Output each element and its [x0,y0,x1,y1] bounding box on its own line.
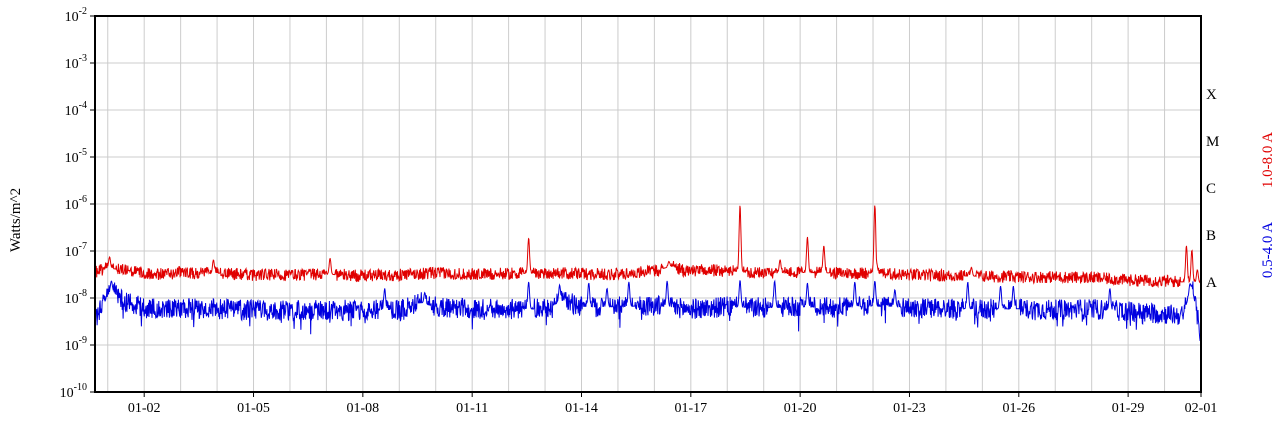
flare-class-label: X [1206,87,1217,103]
x-tick-label: 01-14 [565,401,598,416]
y-tick-label: 10-10 [60,382,87,401]
y-tick-label: 10-9 [65,335,87,354]
flare-class-labels: X M C B A [1206,87,1219,291]
x-tick-label: 01-23 [893,401,926,416]
x-axis-ticks: 01-02 01-05 01-08 01-11 01-14 01-17 01-20 01-23… [128,392,1217,416]
x-tick-label: 02-01 [1185,401,1218,416]
y-tick-label: 10-2 [65,6,87,25]
x-tick-label: 01-08 [347,401,380,416]
flare-class-label: C [1206,181,1216,197]
y-tick-label: 10-5 [65,147,87,166]
flare-class-label: B [1206,228,1216,244]
flare-class-label: M [1206,134,1219,150]
y-tick-label: 10-7 [65,241,87,260]
flare-class-label: A [1206,275,1217,291]
y-tick-label: 10-8 [65,288,87,307]
legend-series-1: 1.0-8.0 A [1260,132,1276,188]
x-tick-label: 01-11 [456,401,488,416]
series-line-1 [94,205,1202,289]
y-tick-label: 10-3 [65,53,87,72]
x-tick-label: 01-02 [128,401,161,416]
x-tick-label: 01-17 [674,401,707,416]
y-axis-title: Watts/m^2 [8,188,24,252]
y-tick-label: 10-4 [65,100,87,119]
x-tick-label: 01-29 [1112,401,1145,416]
x-tick-label: 01-26 [1002,401,1035,416]
series-line-2 [94,279,1202,342]
y-axis-ticks: 10-2 10-3 10-4 10-5 10-6 10-7 10-8 10-9 10-10 [60,6,95,401]
y-tick-label: 10-6 [65,194,87,213]
grid-lines [95,15,1202,393]
legend-series-2: 0.5-4.0 A [1260,222,1276,278]
series-layer [94,205,1202,342]
x-tick-label: 01-20 [784,401,817,416]
x-tick-label: 01-05 [237,401,270,416]
